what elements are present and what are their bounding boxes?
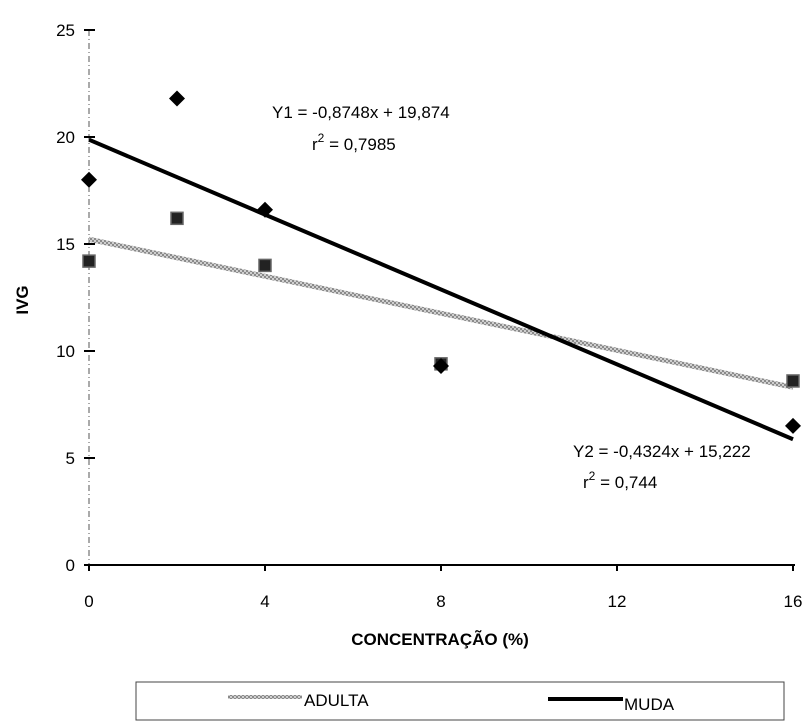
point-muda — [81, 171, 97, 188]
equation-1: Y1 = -0,8748x + 19,874 — [272, 103, 450, 122]
r2-1-sup: 2 — [318, 131, 325, 145]
r2-2-value: = 0,744 — [595, 473, 657, 492]
y-ticks: 0 5 10 15 20 25 — [56, 21, 95, 575]
point-adulta — [170, 211, 184, 226]
point-muda — [785, 417, 801, 434]
r2-1-value: = 0,7985 — [324, 135, 395, 154]
r2-2-sup: 2 — [589, 469, 596, 483]
y-tick-label: 20 — [56, 128, 75, 147]
x-tick-label: 4 — [260, 592, 269, 611]
y-tick-label: 0 — [66, 556, 75, 575]
trend-line-muda — [88, 137, 794, 442]
data-points — [81, 90, 801, 434]
x-tick-label: 0 — [84, 592, 93, 611]
legend: ADULTA MUDA — [135, 681, 785, 721]
x-tick-label: 12 — [608, 592, 627, 611]
legend-box — [135, 681, 785, 721]
point-muda — [257, 201, 273, 218]
x-tick-label: 16 — [784, 592, 803, 611]
legend-muda-label: MUDA — [624, 695, 675, 714]
r2-1-prefix: r — [312, 135, 318, 154]
y-tick-label: 25 — [56, 21, 75, 40]
equation-2: Y2 = -0,4324x + 15,222 — [573, 442, 751, 461]
x-tick-label: 8 — [436, 592, 445, 611]
r2-1: r2 = 0,7985 — [312, 131, 396, 154]
trend-lines — [88, 137, 794, 442]
y-tick-label: 10 — [56, 342, 75, 361]
x-ticks: 0 4 8 12 16 — [84, 565, 802, 611]
point-adulta — [258, 258, 272, 273]
point-adulta — [82, 254, 96, 268]
legend-adulta-label: ADULTA — [304, 691, 369, 710]
y-axis-title: IVG — [13, 285, 32, 314]
y-tick-label: 15 — [56, 235, 75, 254]
point-muda — [169, 90, 185, 107]
r2-2-prefix: r — [583, 473, 589, 492]
trend-line-adulta — [88, 236, 794, 390]
x-axis-title: CONCENTRAÇÃO (%) — [351, 629, 529, 649]
point-adulta — [786, 374, 800, 388]
r2-2: r2 = 0,744 — [583, 469, 657, 492]
y-tick-label: 5 — [66, 449, 75, 468]
point-muda — [433, 357, 449, 374]
